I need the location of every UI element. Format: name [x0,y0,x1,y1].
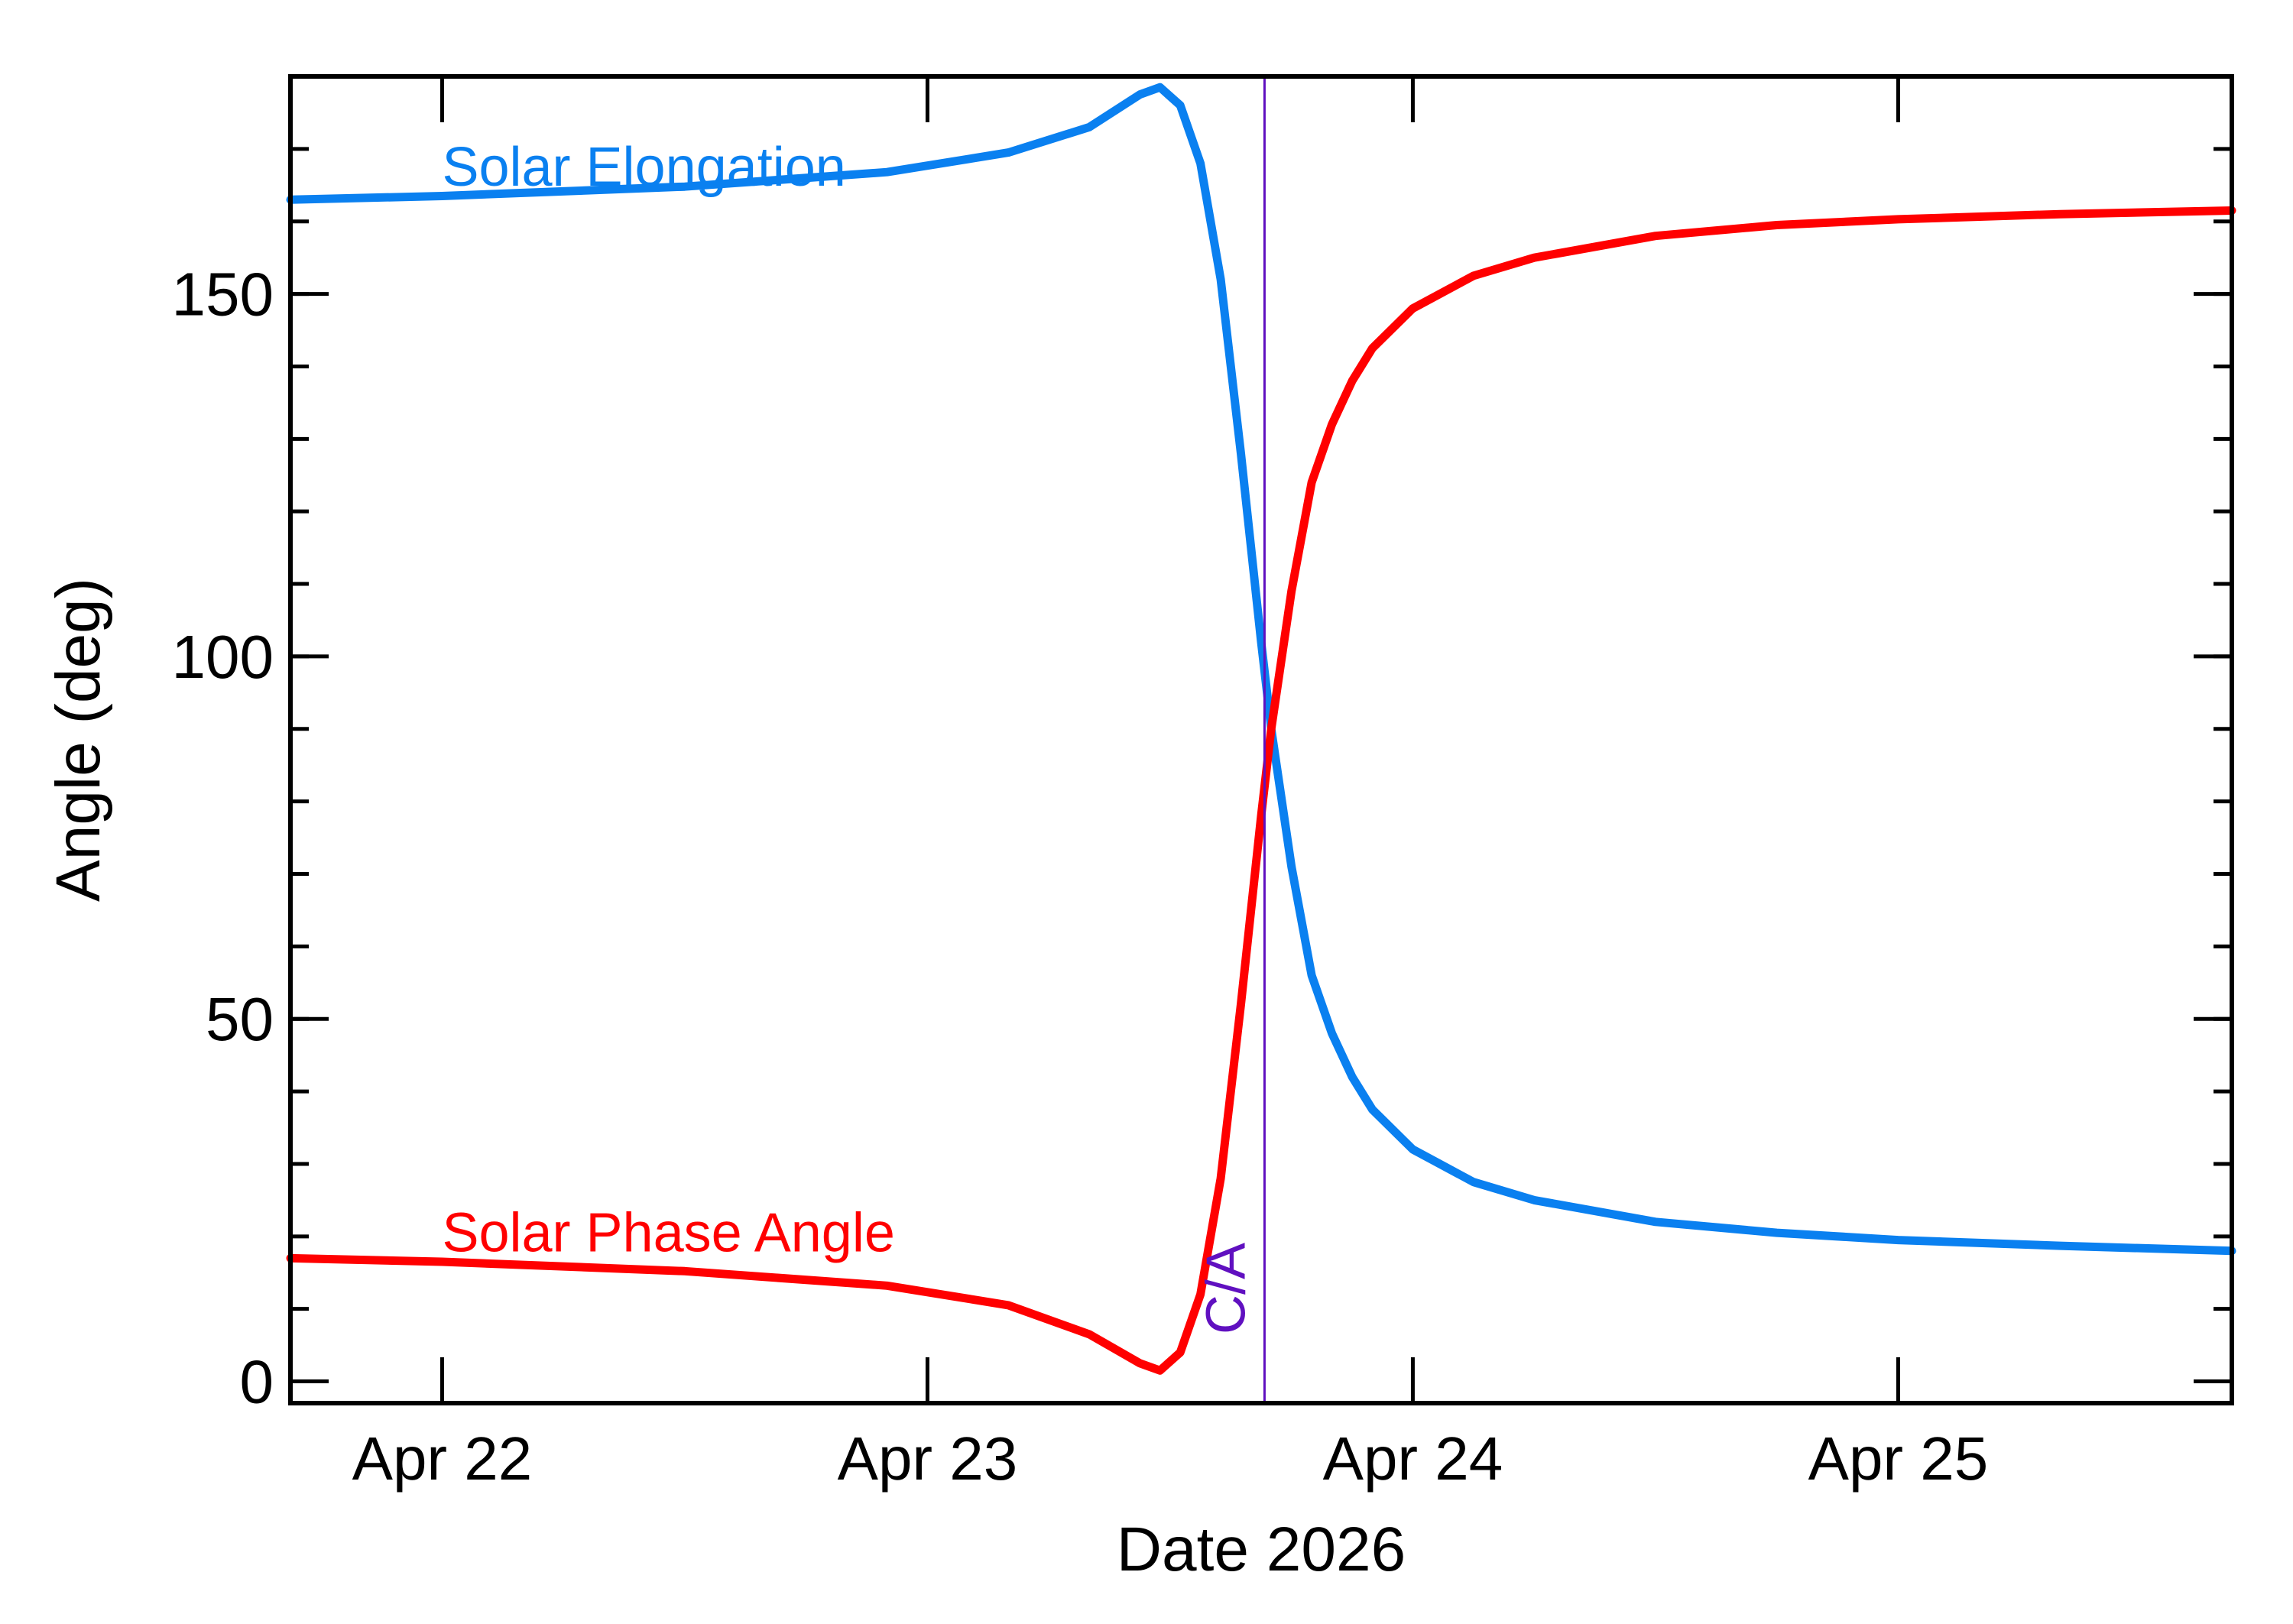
closest-approach-label: C/A [1195,1243,1257,1334]
y-axis-title: Angle (deg) [44,578,113,902]
y-tick-label: 0 [240,1348,274,1416]
y-tick-label: 50 [206,985,274,1053]
x-tick-label: Apr 25 [1808,1425,1989,1493]
x-tick-label: Apr 23 [838,1425,1018,1493]
label-layer: 0 50 100 150 Apr 22 Apr 23 Apr 24 Apr 25 [172,261,1989,1493]
y-tick-label: 150 [172,261,274,329]
plot-frame [288,74,2234,1405]
closest-approach-layer: C/A [1195,76,1266,1403]
x-tick-label: Apr 24 [1323,1425,1503,1493]
series-line-solar-phase-angle [286,206,2236,1375]
x-axis-title: Date 2026 [1117,1515,1406,1584]
series-label-solar-elongation: Solar Elongation [442,137,845,198]
y-tick-label: 100 [172,623,274,691]
series-label-solar-phase-angle: Solar Phase Angle [442,1203,894,1264]
x-tick-label: Apr 22 [352,1425,533,1493]
series-layer: Solar Elongation Solar Phase Angle [286,83,2236,1375]
series-line-solar-elongation [286,83,2236,1256]
tick-layer [290,74,2232,1403]
